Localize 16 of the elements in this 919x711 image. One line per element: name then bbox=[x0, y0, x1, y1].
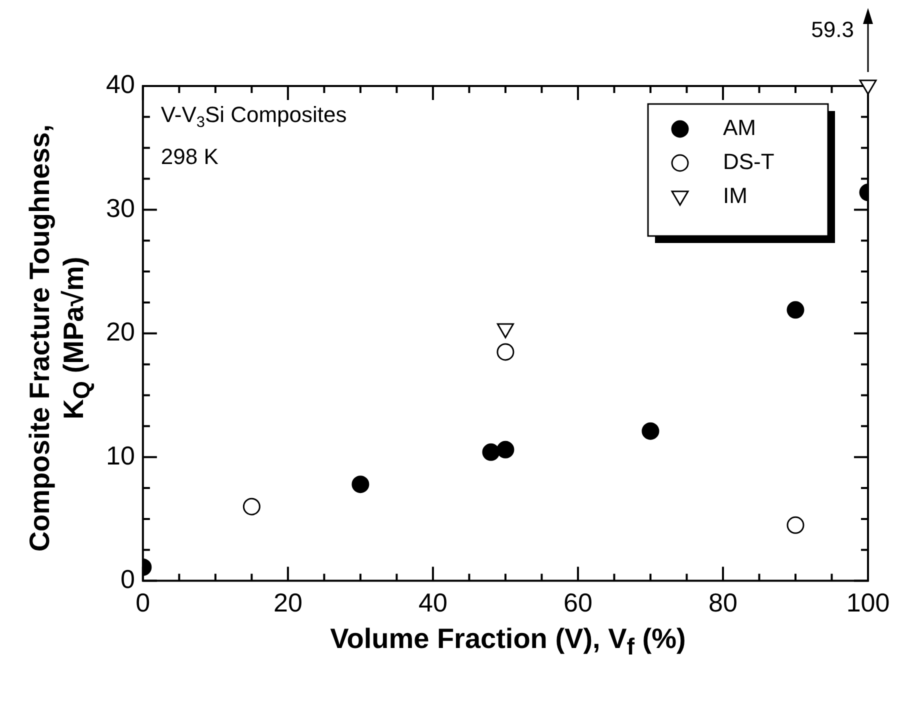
x-tick-label: 20 bbox=[273, 588, 302, 618]
legend-label: AM bbox=[723, 115, 756, 140]
y-tick-label: 10 bbox=[106, 440, 135, 470]
y-tick-label: 30 bbox=[106, 192, 135, 223]
annotation: 298 K bbox=[160, 144, 219, 170]
x-axis-title: Volume Fraction (V), V$_{f}$ (%) bbox=[329, 623, 687, 661]
y-tick-label: 0 bbox=[120, 564, 135, 594]
y-tick-label: 20 bbox=[106, 316, 135, 347]
x-tick-label: 100 bbox=[846, 588, 890, 618]
legend-label: DS-T bbox=[723, 149, 774, 174]
x-tick-label: 40 bbox=[418, 588, 448, 618]
legend-label: IM bbox=[723, 183, 748, 208]
x-tick-label: 80 bbox=[708, 588, 738, 618]
x-tick-label: 60 bbox=[564, 588, 592, 618]
annotation: 59.3 bbox=[811, 17, 854, 42]
y-tick-label: 40 bbox=[106, 69, 135, 100]
